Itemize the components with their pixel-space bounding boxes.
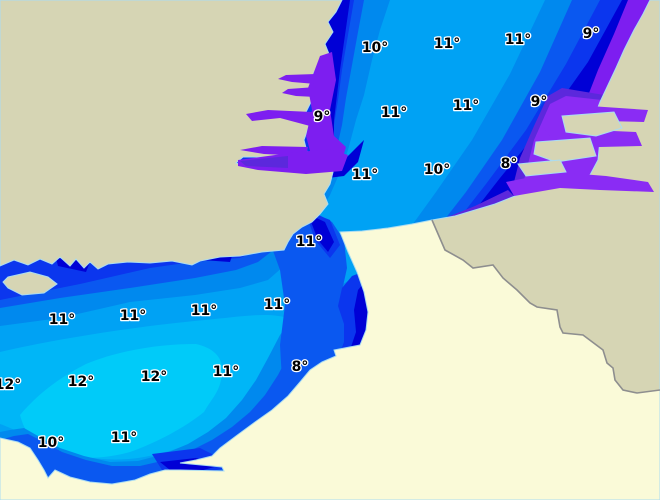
- temp-label: 12°: [141, 369, 167, 385]
- temp-label: 11°: [213, 364, 239, 380]
- landmass-delta-island-2: [533, 137, 597, 163]
- temp-label: 9°: [314, 109, 331, 125]
- landmass-isle-of-wight: [2, 271, 58, 296]
- temp-label: 11°: [120, 308, 146, 324]
- temp-label: 12°: [68, 374, 94, 390]
- temp-label: 8°: [501, 156, 518, 172]
- temp-label: 11°: [191, 303, 217, 319]
- temp-label: 10°: [362, 40, 388, 56]
- estuary-stour: [278, 74, 316, 84]
- temp-label: 10°: [38, 435, 64, 451]
- temp-label: 10°: [424, 162, 450, 178]
- temp-label: 11°: [49, 312, 75, 328]
- landmass-england: [0, 0, 343, 270]
- temp-label: 11°: [264, 297, 290, 313]
- temp-label: 11°: [505, 32, 531, 48]
- estuary-delta-channel-3: [506, 172, 654, 196]
- border-line: [431, 219, 660, 394]
- landmass-delta-island-3: [517, 159, 567, 177]
- temp-label: 8°: [292, 359, 309, 375]
- estuary-orwell: [282, 87, 316, 97]
- temp-label: 11°: [381, 105, 407, 121]
- temp-label: 9°: [583, 26, 600, 42]
- temperature-labels: 10° 11° 11° 9° 9° 11° 11° 9° 11° 10° 8° 11° 11° 11° 11…: [0, 25, 601, 453]
- estuary-thames: [238, 149, 348, 174]
- sea-band-12: [20, 344, 223, 458]
- temp-label: 11°: [296, 234, 322, 250]
- estuary-thames-inner: [240, 156, 288, 168]
- temp-label: 11°: [111, 430, 137, 446]
- temp-label: 12°: [0, 377, 21, 393]
- sea-pocket-dover-navy: [308, 214, 334, 252]
- temp-label: 11°: [453, 98, 479, 114]
- landmass-delta-island-1: [561, 111, 623, 137]
- estuary-blackwater: [246, 110, 312, 126]
- sea-band-9-strait: [272, 210, 347, 396]
- temp-label: 9°: [531, 94, 548, 110]
- temp-label: 11°: [434, 36, 460, 52]
- temp-label: 11°: [352, 167, 378, 183]
